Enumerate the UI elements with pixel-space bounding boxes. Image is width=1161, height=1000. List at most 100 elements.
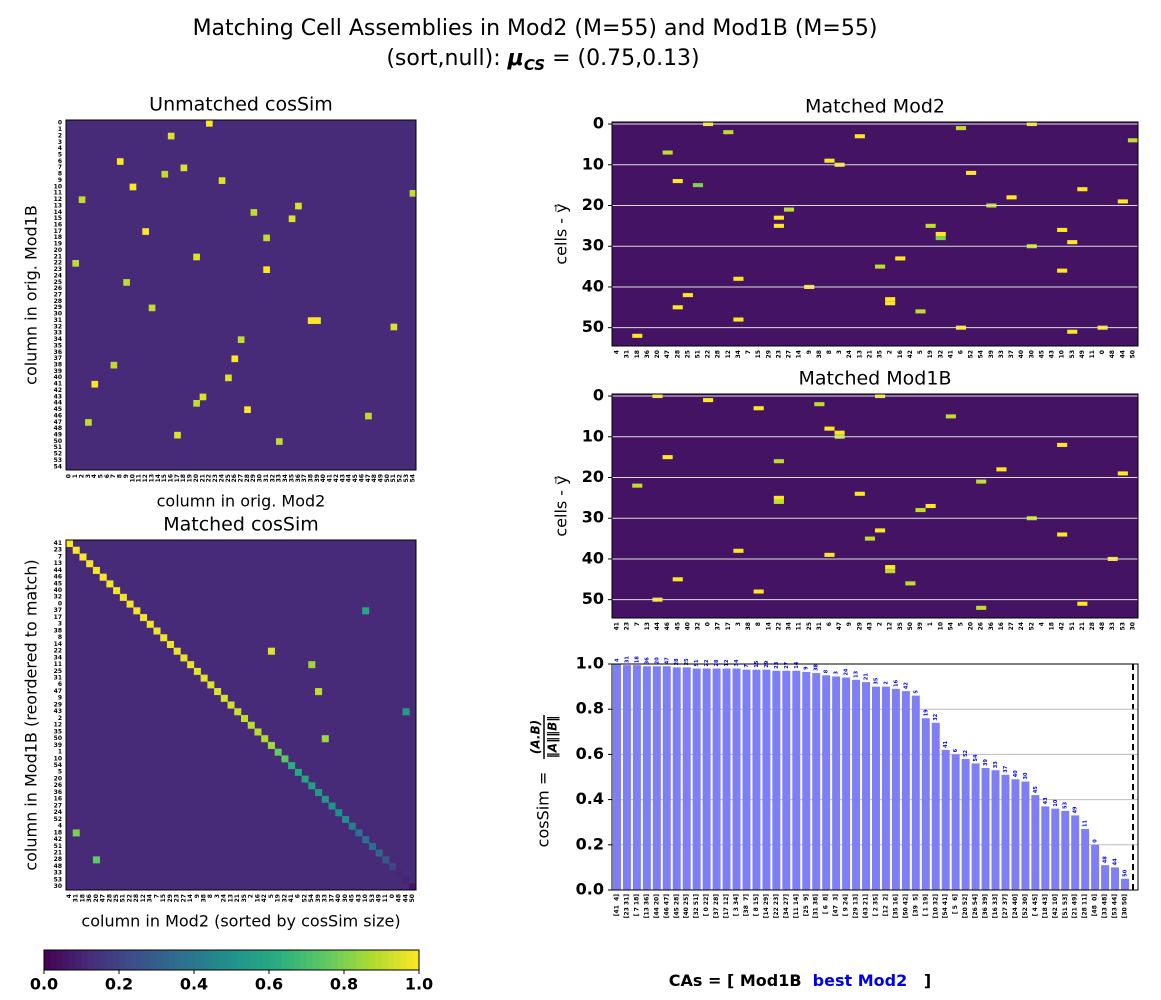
- x-tick-label: [30 50]: [1122, 894, 1129, 919]
- x-tick-label: 42: [333, 474, 340, 482]
- y-tick-label: 9: [58, 695, 62, 702]
- x-tick-label: [40 25]: [683, 894, 690, 919]
- x-tick-label: 7: [634, 622, 641, 626]
- x-tick-label: 24: [1018, 622, 1025, 630]
- x-tick-label: 22: [775, 622, 782, 630]
- bar-label: 40: [1013, 770, 1019, 777]
- y-tick-label: 30: [582, 508, 604, 527]
- x-tick-label: 14: [155, 474, 162, 482]
- x-axis-label-part: best Mod2: [813, 971, 908, 990]
- x-tick-label: 49: [378, 474, 385, 482]
- y-tick-label: 36: [54, 349, 62, 356]
- x-tick-label: 51: [694, 350, 701, 358]
- heatmap-cell: [341, 815, 349, 823]
- x-tick-label: 6: [957, 350, 964, 354]
- x-tick-label: 25: [806, 622, 813, 630]
- y-tick-label: 10: [54, 183, 62, 190]
- bar: [1031, 795, 1040, 890]
- x-tick-label: [ 9 24]: [843, 894, 850, 916]
- y-tick-label: 16: [54, 222, 62, 229]
- y-axis-label: column in orig. Mod1B: [22, 205, 41, 385]
- x-tick-label: 48: [371, 474, 378, 482]
- heatmap-cell: [409, 190, 417, 197]
- x-tick-label: 31: [263, 474, 270, 482]
- colorbar-swatch: [212, 950, 220, 970]
- x-tick-label: 20: [93, 894, 100, 902]
- colorbar-swatch: [337, 950, 345, 970]
- colorbar-swatch: [262, 950, 270, 970]
- x-tick-label: [42 10]: [1052, 894, 1059, 919]
- heatmap-cell: [142, 228, 150, 235]
- colorbar-swatch: [281, 950, 289, 970]
- x-tick-label: [28 11]: [1082, 894, 1089, 919]
- heatmap-cell: [92, 856, 100, 864]
- colorbar-swatch: [200, 950, 207, 970]
- y-tick-label: 20: [54, 247, 62, 254]
- x-tick-label: 24: [218, 474, 225, 482]
- colorbar-swatch: [250, 950, 257, 970]
- heatmap-cell: [308, 661, 316, 669]
- x-tick-label: 7: [153, 894, 160, 898]
- bar-label: 44: [1113, 858, 1119, 865]
- x-tick-label: 47: [365, 474, 372, 482]
- x-tick-label: 42: [1059, 622, 1066, 630]
- x-tick-label: 35: [897, 622, 904, 630]
- bar-label: 20: [654, 657, 660, 664]
- raster-cell: [773, 495, 784, 500]
- x-tick-label: 45: [349, 894, 356, 902]
- colorbar-swatch: [362, 950, 370, 970]
- x-tick-label: 23: [212, 474, 219, 482]
- bar: [682, 667, 691, 890]
- raster-cell: [885, 569, 896, 574]
- x-tick-label: 38: [308, 474, 315, 482]
- x-tick-label: [ 3 34]: [733, 894, 740, 916]
- colorbar-swatch: [294, 950, 301, 970]
- x-tick-label: 47: [664, 350, 671, 358]
- x-tick-label: 31: [816, 622, 823, 630]
- bar-label: 37: [1003, 765, 1009, 772]
- bar: [1121, 878, 1130, 890]
- y-tick-label: 0: [593, 386, 604, 405]
- heatmap-cell: [129, 183, 137, 191]
- colorbar-swatch: [75, 950, 82, 970]
- y-tick-label: 31: [54, 317, 62, 324]
- y-tick-label: 3: [58, 139, 62, 146]
- x-tick-label: 13: [856, 350, 863, 358]
- x-tick-label: [24 40]: [1012, 894, 1019, 919]
- y-tick-label: 23: [54, 547, 62, 554]
- bar-label: 45: [1033, 786, 1039, 793]
- x-tick-label: 16: [998, 622, 1005, 630]
- x-tick-label: 32: [281, 894, 288, 902]
- x-tick-label: 44: [346, 474, 353, 482]
- x-tick-label: [23 31]: [623, 894, 630, 919]
- bar-label: 10: [1053, 799, 1059, 806]
- heatmap-cell: [295, 202, 302, 210]
- x-tick-label: 33: [998, 350, 1005, 358]
- x-tick-label: 42: [907, 350, 914, 358]
- x-tick-label: 44: [402, 894, 409, 902]
- heatmap-cell: [267, 741, 275, 749]
- y-tick-label: 20: [582, 195, 604, 214]
- colorbar-swatch: [381, 950, 389, 970]
- y-tick-label: 51: [54, 843, 62, 850]
- y-tick-label: 52: [54, 816, 62, 823]
- x-tick-label: 10: [362, 894, 369, 902]
- bar: [971, 763, 980, 890]
- heatmap-cell: [288, 215, 296, 223]
- bar: [991, 770, 1000, 890]
- x-tick-label: 43: [355, 894, 362, 902]
- x-tick-label: 32: [937, 350, 944, 358]
- axes-frame: [43, 949, 420, 971]
- heatmap-cell: [227, 701, 235, 709]
- panel-title: Matched cosSim: [163, 514, 319, 536]
- x-tick-label: 23: [775, 350, 782, 358]
- heatmap-background: [66, 120, 416, 470]
- heatmap-cell: [193, 253, 200, 261]
- y-tick-label: 12: [54, 196, 62, 203]
- y-tick-label: 14: [54, 209, 62, 216]
- raster-cell: [996, 467, 1007, 472]
- x-tick-label: 15: [160, 894, 167, 902]
- y-tick-label: 41: [54, 540, 62, 547]
- y-tick-label: 9: [58, 177, 62, 184]
